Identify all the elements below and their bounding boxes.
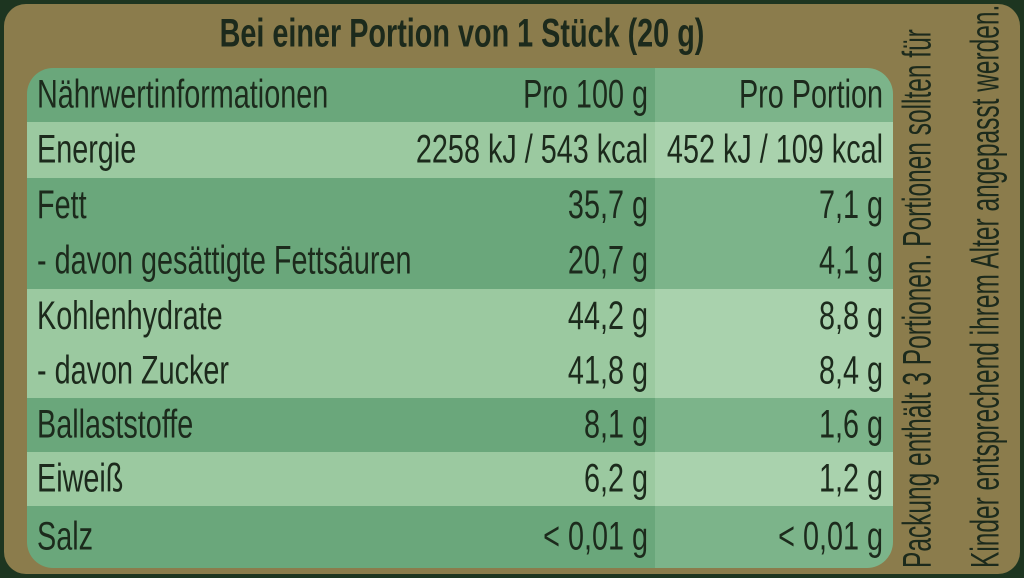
cell-per-portion: 1,2 g [819,456,883,501]
side-note: Kinder entsprechend ihrem Alter angepass… [964,5,1009,568]
portion-band [655,398,893,452]
cell-per-100g: 20,7 g [568,238,648,283]
cell-per-portion: 4,1 g [819,238,883,283]
side-note-line: Packung enthält 3 Portionen. Portionen s… [896,29,941,568]
cell-per-100g: 6,2 g [584,456,648,501]
row-band [27,398,655,452]
table-background [27,68,893,568]
portion-band [655,178,893,233]
cell-per-100g: 35,7 g [568,182,648,227]
row-band [27,506,655,568]
portion-band [655,122,893,178]
cell-label: Fett [37,182,87,227]
row-band [27,344,655,398]
cell-per-portion: 1,6 g [819,402,883,447]
cell-per-portion: 452 kJ / 109 kcal [667,127,883,172]
row-band [27,289,655,344]
cell-per-100g: 8,1 g [584,402,648,447]
cell-per-100g: < 0,01 g [543,514,648,559]
title: Bei einer Portion von 1 Stück (20 g) [220,11,705,56]
cell-per-portion: 8,4 g [819,348,883,393]
cell-per-100g: 2258 kJ / 543 kcal [416,127,648,172]
cell-per-100g: 44,2 g [568,293,648,338]
row-band [27,452,655,506]
row-band [27,68,655,122]
row-band [27,178,655,233]
side-note-line: Kinder entsprechend ihrem Alter angepass… [964,5,1009,568]
portion-band [655,452,893,506]
cell-label: Salz [37,514,93,559]
row-band [27,233,655,289]
portion-band [655,233,893,289]
header-per-portion: Pro Portion [739,72,883,117]
header-per-100g: Pro 100 g [523,72,648,117]
cell-per-portion: 7,1 g [819,182,883,227]
cell-per-portion: 8,8 g [819,293,883,338]
row-band [27,122,655,178]
table-text: Bei einer Portion von 1 Stück (20 g) Nähr… [37,5,1008,568]
cell-label: - davon gesättigte Fettsäuren [37,238,412,283]
portion-band [655,289,893,344]
cell-label: Ballaststoffe [37,402,193,447]
portion-band [655,68,893,122]
portion-band [655,344,893,398]
portion-band [655,506,893,568]
cell-label: - davon Zucker [37,348,229,393]
cell-per-100g: 41,8 g [568,348,648,393]
cell-per-portion: < 0,01 g [778,514,883,559]
header-label: Nährwertinformationen [37,72,328,117]
cell-label: Kohlenhydrate [37,293,223,338]
condensed-text: Bei einer Portion von 1 Stück (20 g) Nähr… [37,11,883,559]
side-note: Packung enthält 3 Portionen. Portionen s… [896,29,941,568]
cell-label: Eiweiß [37,456,123,501]
cell-label: Energie [37,127,136,172]
